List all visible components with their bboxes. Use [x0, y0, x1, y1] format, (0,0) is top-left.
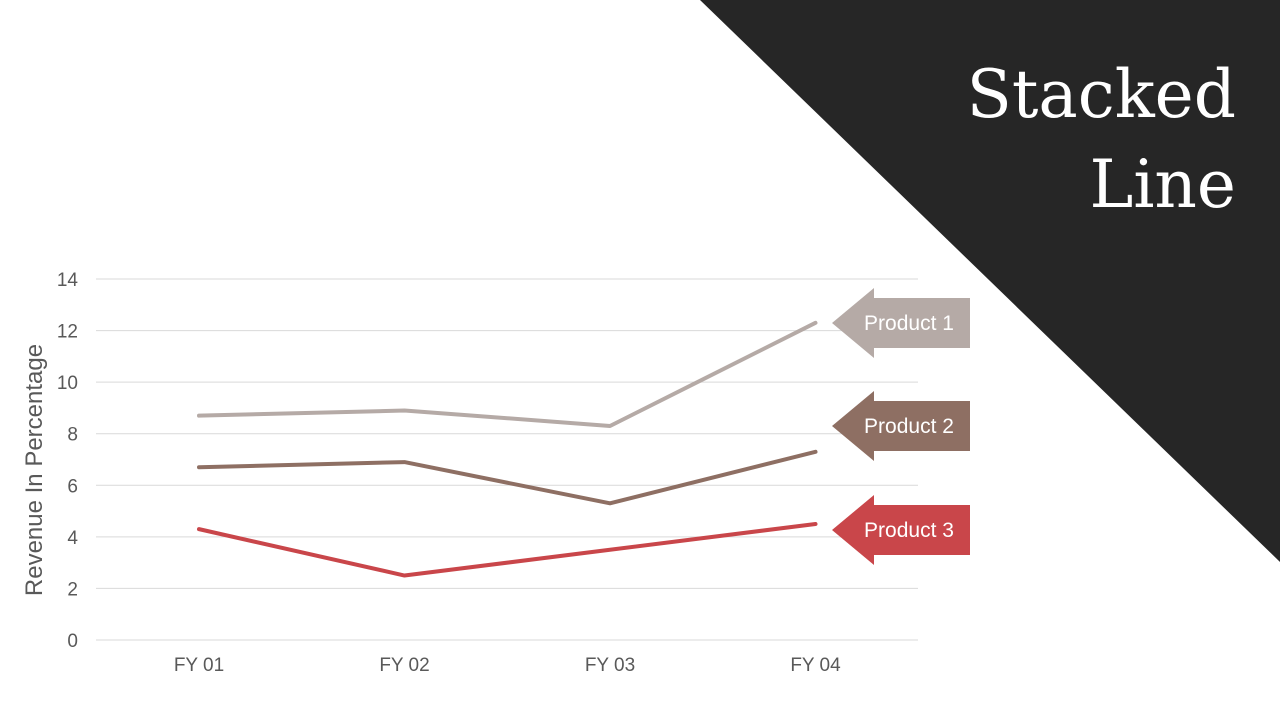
series-line-3	[197, 521, 818, 578]
y-tick-label: 0	[67, 631, 78, 652]
y-tick-label: 14	[57, 270, 79, 291]
grid-lines	[96, 278, 918, 641]
slide-title: Stacked Line	[816, 50, 1236, 230]
x-tick-label: FY 03	[585, 655, 635, 676]
y-axis-title: Revenue In Percentage	[21, 344, 48, 596]
x-tick-label: FY 04	[790, 655, 841, 676]
y-tick-label: 12	[57, 322, 78, 343]
legend-label: Product 1	[864, 312, 954, 335]
legend-label: Product 3	[864, 519, 954, 542]
series-lines	[197, 320, 818, 578]
legend-callout-3: Product 3	[832, 495, 970, 565]
x-axis-ticks: FY 01 FY 02 FY 03 FY 04	[174, 655, 841, 676]
legend-callout-1: Product 1	[832, 288, 970, 358]
legend-callout-2: Product 2	[832, 391, 970, 461]
legend-arrow	[832, 391, 970, 461]
y-tick-label: 2	[67, 579, 78, 600]
legend-callouts: Product 1 Product 2 Product 3	[832, 288, 970, 565]
series-line-1	[197, 320, 818, 428]
x-tick-label: FY 01	[174, 655, 224, 676]
series-line-2	[197, 449, 818, 506]
legend-arrow	[832, 288, 970, 358]
y-tick-label: 4	[67, 528, 78, 549]
y-tick-label: 8	[67, 425, 78, 446]
title-line-2: Line	[1089, 146, 1236, 223]
legend-arrow	[832, 495, 970, 565]
legend-label: Product 2	[864, 415, 954, 438]
y-tick-label: 10	[57, 373, 78, 394]
title-line-1: Stacked	[966, 56, 1236, 133]
y-axis-ticks: 0 2 4 6 8 10 12 14	[57, 270, 79, 652]
y-tick-label: 6	[67, 476, 78, 497]
x-tick-label: FY 02	[379, 655, 429, 676]
